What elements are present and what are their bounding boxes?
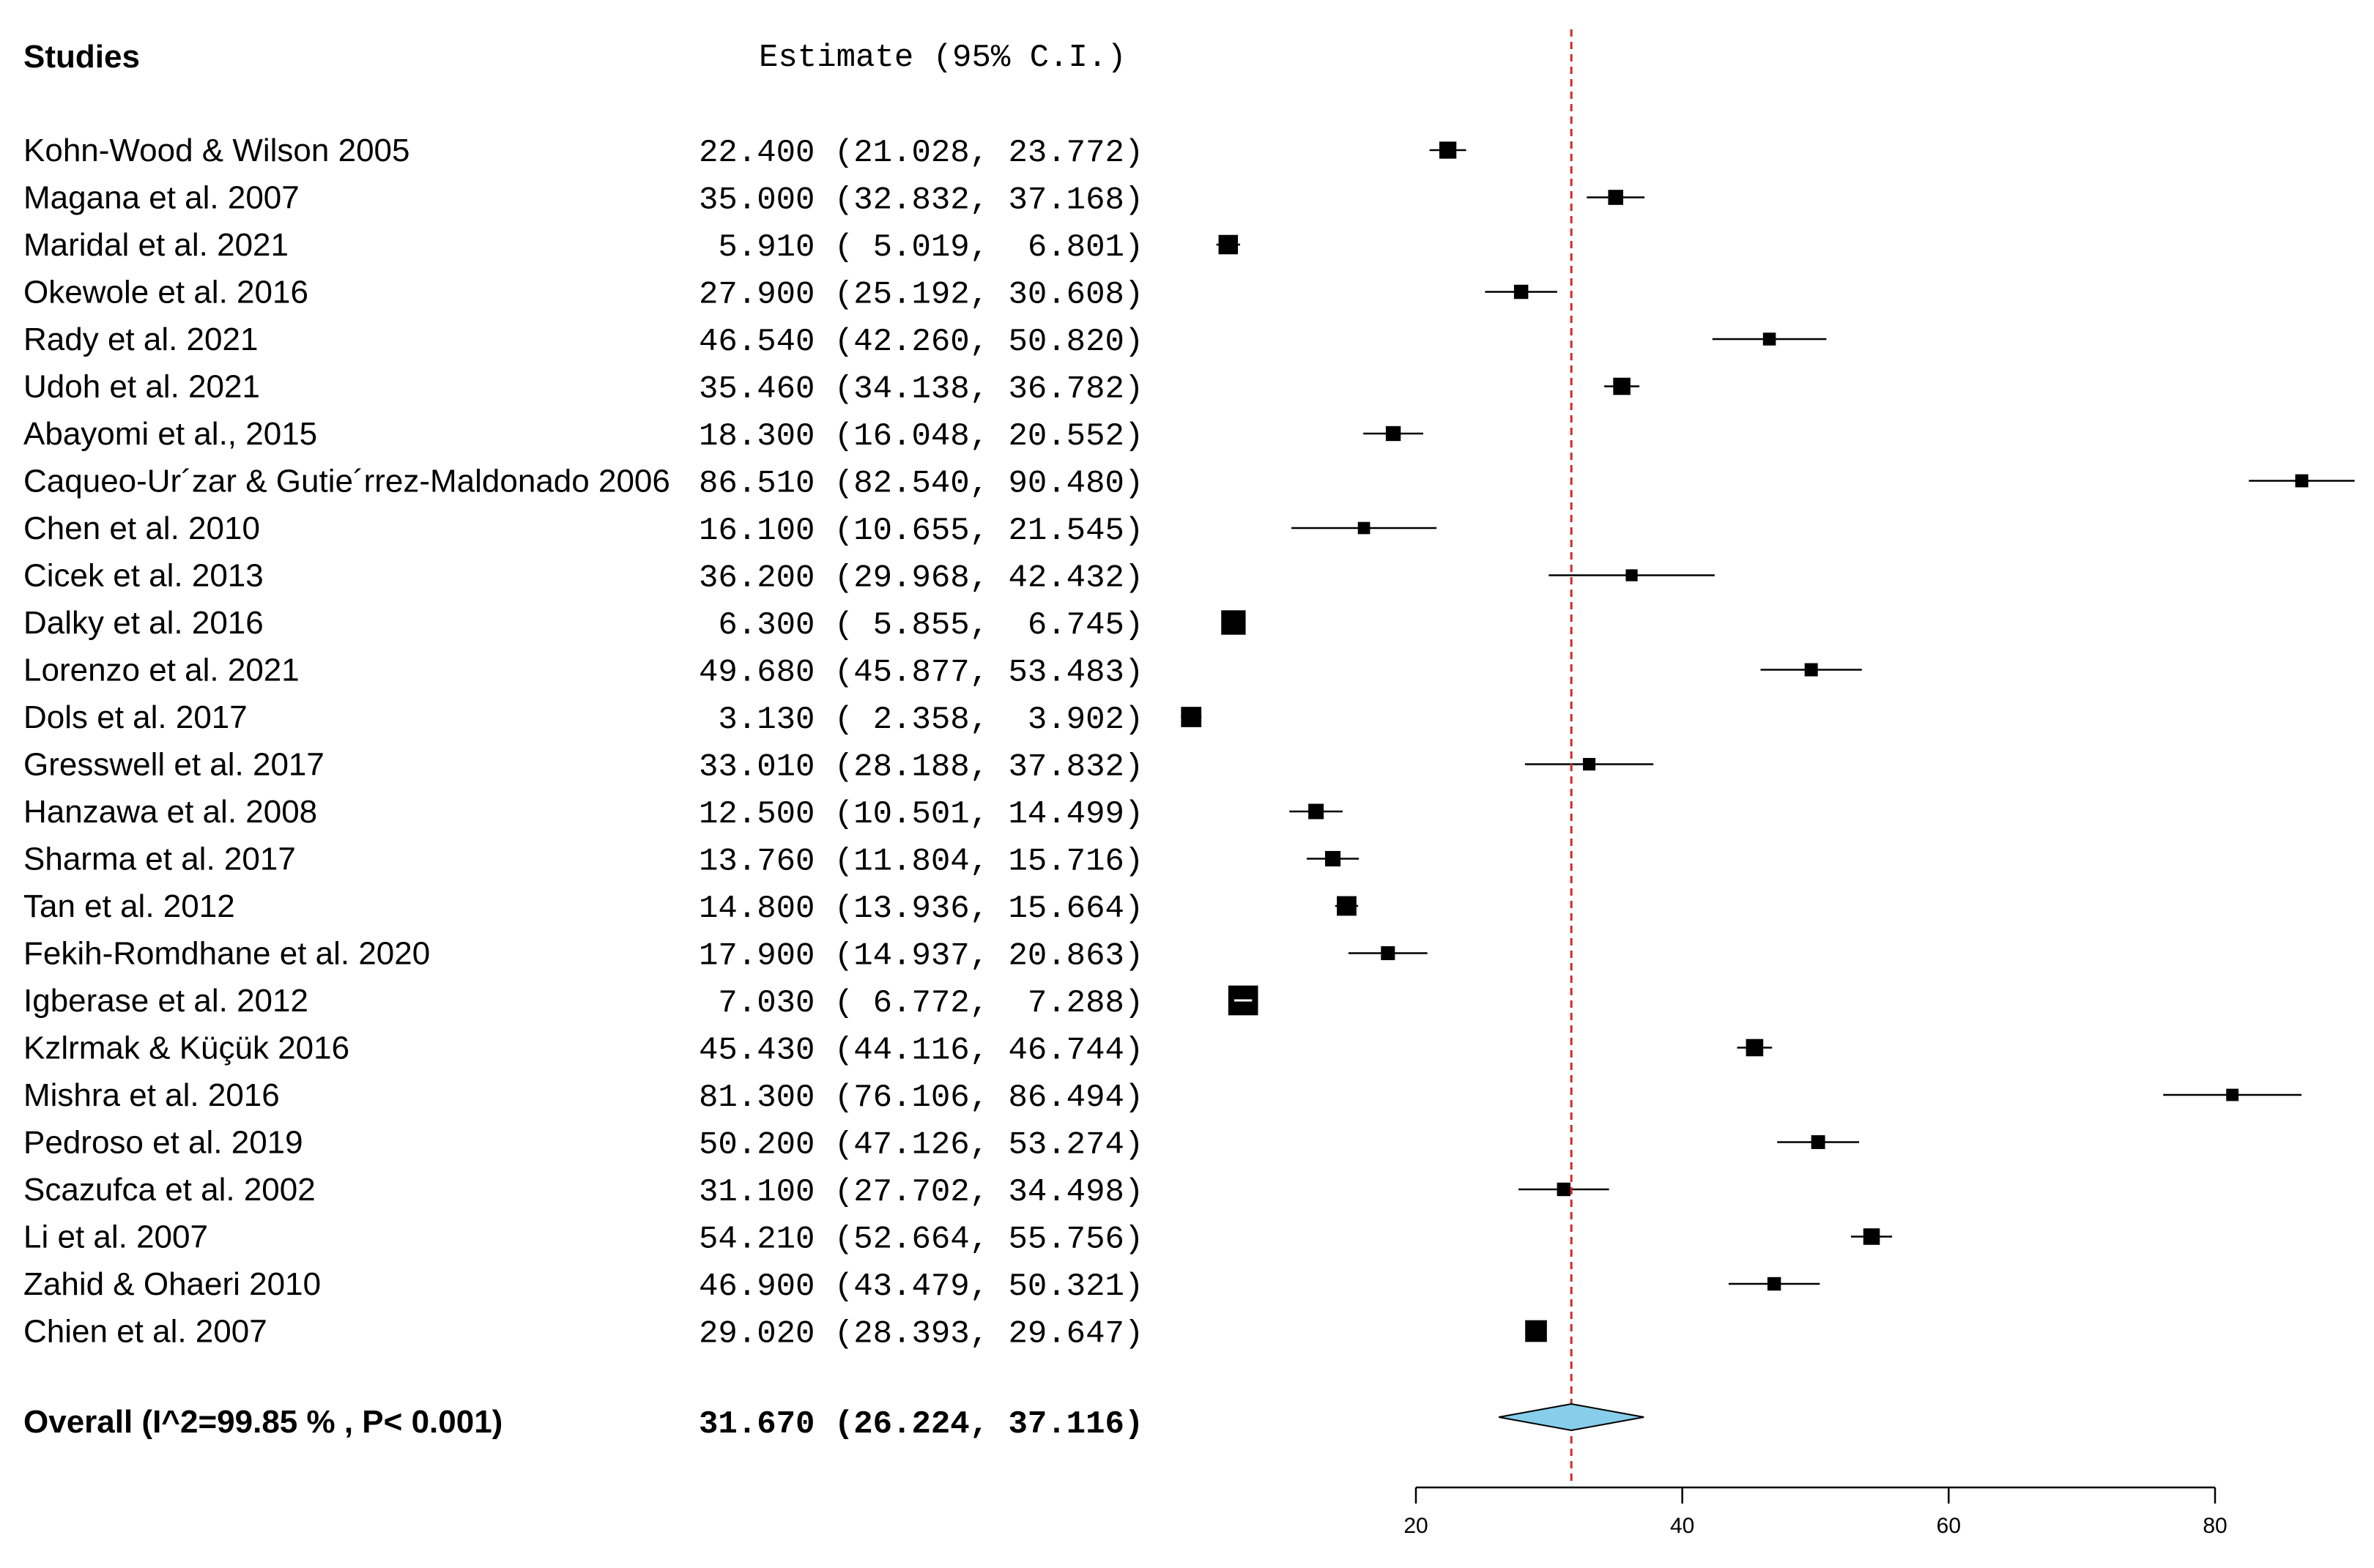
overall-estimate-text: 31.670 (26.224, 37.116) — [699, 1406, 1143, 1443]
study-label: Rady et al. 2021 — [23, 322, 258, 357]
study-estimate-text: 46.900 (43.479, 50.321) — [699, 1268, 1143, 1305]
study-estimate-text: 54.210 (52.664, 55.756) — [699, 1222, 1143, 1258]
x-tick-label: 60 — [1937, 1514, 1961, 1538]
study-label: Tan et al. 2012 — [23, 888, 235, 924]
study-label: Chien et al. 2007 — [23, 1314, 267, 1350]
study-estimate-text: 3.130 ( 2.358, 3.902) — [699, 702, 1143, 738]
study-point — [1608, 190, 1624, 205]
study-label: Pedroso et al. 2019 — [23, 1125, 303, 1161]
study-label: Dols et al. 2017 — [23, 699, 248, 735]
x-tick-label: 80 — [2203, 1514, 2227, 1538]
study-label: Magana et al. 2007 — [23, 180, 300, 216]
study-estimate-text: 31.100 (27.702, 34.498) — [699, 1174, 1143, 1211]
study-estimate-text: 13.760 (11.804, 15.716) — [699, 844, 1143, 880]
study-label: Gresswell et al. 2017 — [23, 747, 324, 783]
study-point — [1308, 803, 1324, 820]
study-point — [2295, 474, 2309, 488]
study-label: Zahid & Ohaeri 2010 — [23, 1266, 321, 1302]
study-label: Lorenzo et al. 2021 — [23, 653, 300, 688]
studies-header: Studies — [23, 39, 140, 75]
study-estimate-text: 22.400 (21.028, 23.772) — [699, 135, 1143, 171]
study-point — [1811, 1135, 1825, 1149]
study-label: Kohn-Wood & Wilson 2005 — [23, 133, 409, 168]
study-estimate-text: 86.510 (82.540, 90.480) — [699, 466, 1143, 502]
study-label: Igberase et al. 2012 — [23, 983, 308, 1019]
overall-label: Overall (I^2=99.85 % , P< 0.001) — [23, 1404, 502, 1440]
study-label: Li et al. 2007 — [23, 1219, 208, 1255]
study-label: Scazufca et al. 2002 — [23, 1172, 316, 1208]
x-tick-label: 20 — [1403, 1514, 1428, 1538]
study-label: Mishra et al. 2016 — [23, 1077, 280, 1113]
study-point — [1513, 284, 1529, 300]
study-estimate-text: 12.500 (10.501, 14.499) — [699, 796, 1143, 833]
study-point — [1381, 945, 1395, 961]
study-point — [1357, 521, 1370, 535]
study-label: Abayomi et al., 2015 — [23, 416, 317, 452]
study-estimate-text: 16.100 (10.655, 21.545) — [699, 513, 1143, 549]
study-estimate-text: 7.030 ( 6.772, 7.288) — [699, 985, 1143, 1022]
study-estimate-text: 49.680 (45.877, 53.483) — [699, 655, 1143, 691]
study-estimate-text: 81.300 (76.106, 86.494) — [699, 1080, 1143, 1116]
study-point — [1218, 234, 1239, 255]
study-point — [1762, 332, 1776, 346]
study-estimate-text: 14.800 (13.936, 15.664) — [699, 891, 1143, 927]
study-point — [1863, 1228, 1880, 1245]
study-point — [1439, 141, 1457, 159]
study-point — [1746, 1038, 1764, 1057]
x-tick-label: 40 — [1670, 1514, 1694, 1538]
study-point — [1337, 896, 1357, 916]
plot-area: 20 40 60 80 — [1181, 29, 2355, 1538]
estimate-header: Estimate (95% C.I.) — [759, 40, 1127, 76]
study-rows: Kohn-Wood & Wilson 2005 22.400 (21.028, 2… — [23, 133, 1143, 1353]
study-label: Dalky et al. 2016 — [23, 605, 264, 641]
study-estimate-text: 35.000 (32.832, 37.168) — [699, 182, 1143, 219]
study-estimate-text: 18.300 (16.048, 20.552) — [699, 418, 1143, 455]
study-estimate-text: 6.300 ( 5.855, 6.745) — [699, 607, 1143, 644]
study-label: Fekih-Romdhane et al. 2020 — [23, 936, 430, 972]
study-point — [2226, 1088, 2239, 1101]
study-label: Maridal et al. 2021 — [23, 227, 289, 263]
study-estimate-text: 17.900 (14.937, 20.863) — [699, 938, 1143, 975]
study-point — [1804, 663, 1818, 677]
study-point — [1583, 757, 1596, 771]
study-point — [1613, 377, 1631, 395]
study-point — [1525, 1320, 1547, 1342]
study-label: Okewole et al. 2016 — [23, 275, 308, 311]
study-point — [1221, 610, 1246, 635]
study-point — [1385, 426, 1401, 442]
study-label: Cicek et al. 2013 — [23, 558, 264, 594]
study-point — [1557, 1182, 1571, 1197]
study-estimate-text: 29.020 (28.393, 29.647) — [699, 1316, 1143, 1353]
study-point — [1767, 1277, 1781, 1291]
study-label: Caqueo-Ur´zar & Gutie´rrez-Maldonado 200… — [23, 464, 670, 499]
study-label: Kzlrmak & Küçük 2016 — [23, 1030, 349, 1066]
study-label: Udoh et al. 2021 — [23, 369, 260, 405]
study-estimate-text: 35.460 (34.138, 36.782) — [699, 371, 1143, 408]
study-estimate-text: 27.900 (25.192, 30.608) — [699, 277, 1143, 313]
study-point — [1324, 850, 1341, 867]
study-label: Sharma et al. 2017 — [23, 841, 296, 877]
study-estimate-text: 36.200 (29.968, 42.432) — [699, 560, 1143, 597]
study-point — [1181, 707, 1202, 727]
study-estimate-text: 45.430 (44.116, 46.744) — [699, 1033, 1143, 1069]
overall-diamond — [1498, 1402, 1644, 1432]
study-label: Hanzawa et al. 2008 — [23, 794, 317, 830]
study-label: Chen et al. 2010 — [23, 510, 260, 546]
study-estimate-text: 5.910 ( 5.019, 6.801) — [699, 229, 1143, 266]
study-estimate-text: 46.540 (42.260, 50.820) — [699, 324, 1143, 360]
study-point — [1625, 569, 1638, 582]
study-estimate-text: 33.010 (28.188, 37.832) — [699, 749, 1143, 786]
study-estimate-text: 50.200 (47.126, 53.274) — [699, 1127, 1143, 1164]
